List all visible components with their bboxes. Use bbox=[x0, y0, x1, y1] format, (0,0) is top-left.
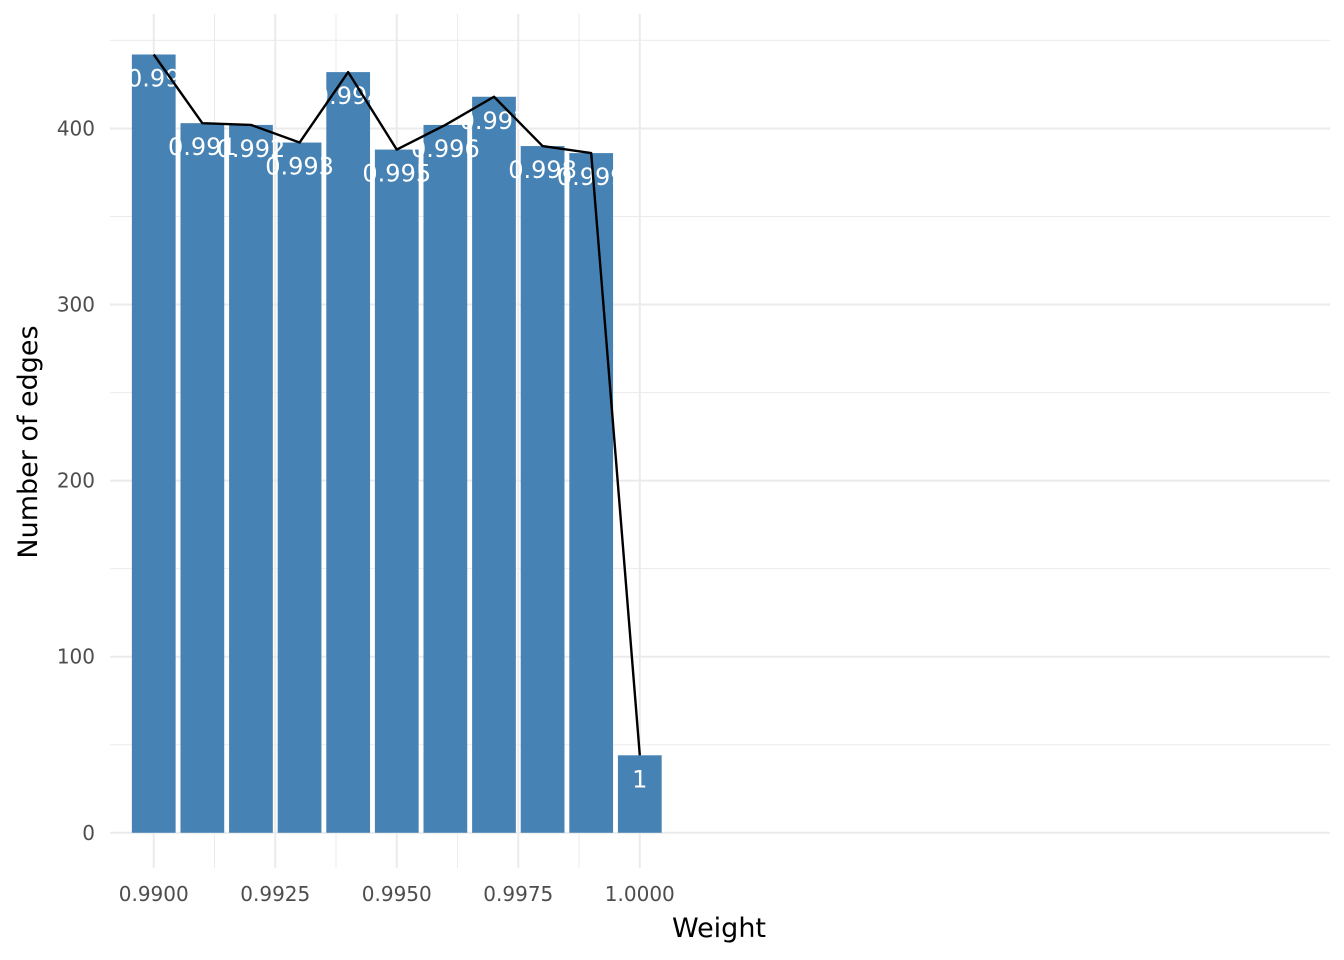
x-tick-labels: 0.9900 0.9925 0.9950 0.9975 1.0000 bbox=[119, 882, 675, 906]
bar-labels: 0.990.9910.9920.9930.9940.9950.9960.9970… bbox=[127, 64, 647, 793]
y-tick-label: 200 bbox=[57, 469, 95, 493]
y-tick-label: 0 bbox=[82, 821, 95, 845]
x-tick-label: 1.0000 bbox=[605, 882, 675, 906]
overlay-polyline bbox=[152, 53, 641, 756]
bar bbox=[520, 146, 565, 833]
bar-label: 0.99 bbox=[127, 64, 180, 92]
bar bbox=[229, 124, 273, 833]
bar bbox=[617, 755, 662, 833]
bar-label: 0.996 bbox=[411, 135, 480, 163]
bar bbox=[326, 72, 371, 833]
bar-label: 0.992 bbox=[217, 135, 286, 163]
bar-label: 0.993 bbox=[265, 153, 334, 181]
bar bbox=[472, 96, 516, 833]
y-axis-title: Number of edges bbox=[13, 325, 44, 558]
bar-label: 0.995 bbox=[362, 160, 431, 188]
bar bbox=[423, 124, 468, 833]
bar-label: 0.991 bbox=[168, 133, 237, 161]
y-tick-label: 300 bbox=[57, 293, 95, 317]
overlay-line bbox=[152, 53, 641, 756]
y-tick-labels: 0 100 200 300 400 bbox=[57, 116, 95, 844]
bar bbox=[569, 153, 614, 833]
y-tick-label: 100 bbox=[57, 645, 95, 669]
bar bbox=[131, 54, 176, 833]
y-tick-label: 400 bbox=[57, 116, 95, 140]
bars bbox=[131, 54, 662, 833]
bar bbox=[180, 123, 225, 833]
x-tick-label: 0.9925 bbox=[240, 882, 310, 906]
bar-label: 0.998 bbox=[508, 156, 577, 184]
bar bbox=[277, 142, 322, 833]
x-axis-title: Weight bbox=[672, 913, 766, 944]
bar-label: 1 bbox=[632, 765, 647, 793]
bar bbox=[374, 149, 419, 833]
x-tick-label: 0.9950 bbox=[362, 882, 432, 906]
x-tick-label: 0.9975 bbox=[483, 882, 553, 906]
x-tick-label: 0.9900 bbox=[119, 882, 189, 906]
